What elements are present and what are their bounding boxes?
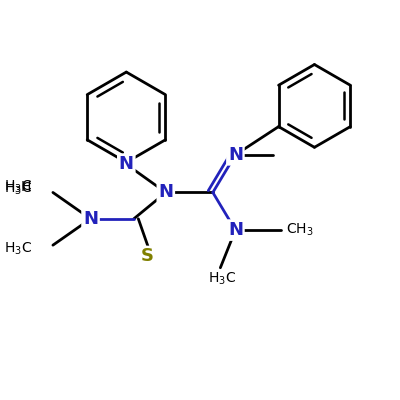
Text: $\mathsf{H_3C}$: $\mathsf{H_3C}$	[208, 271, 236, 287]
Text: $\mathsf{H_3C}$: $\mathsf{H_3C}$	[4, 180, 32, 197]
Text: N: N	[228, 146, 243, 164]
Text: N: N	[119, 155, 134, 173]
Text: N: N	[158, 184, 173, 202]
Text: S: S	[140, 248, 154, 266]
Text: N: N	[83, 210, 98, 228]
Text: $\mathsf{CH_3}$: $\mathsf{CH_3}$	[286, 222, 314, 238]
Text: N: N	[228, 221, 243, 239]
Text: $\mathsf{H_3C}$: $\mathsf{H_3C}$	[4, 241, 32, 257]
Text: $\mathregular{H_3C}$: $\mathregular{H_3C}$	[4, 179, 32, 195]
Text: H: H	[21, 180, 32, 194]
